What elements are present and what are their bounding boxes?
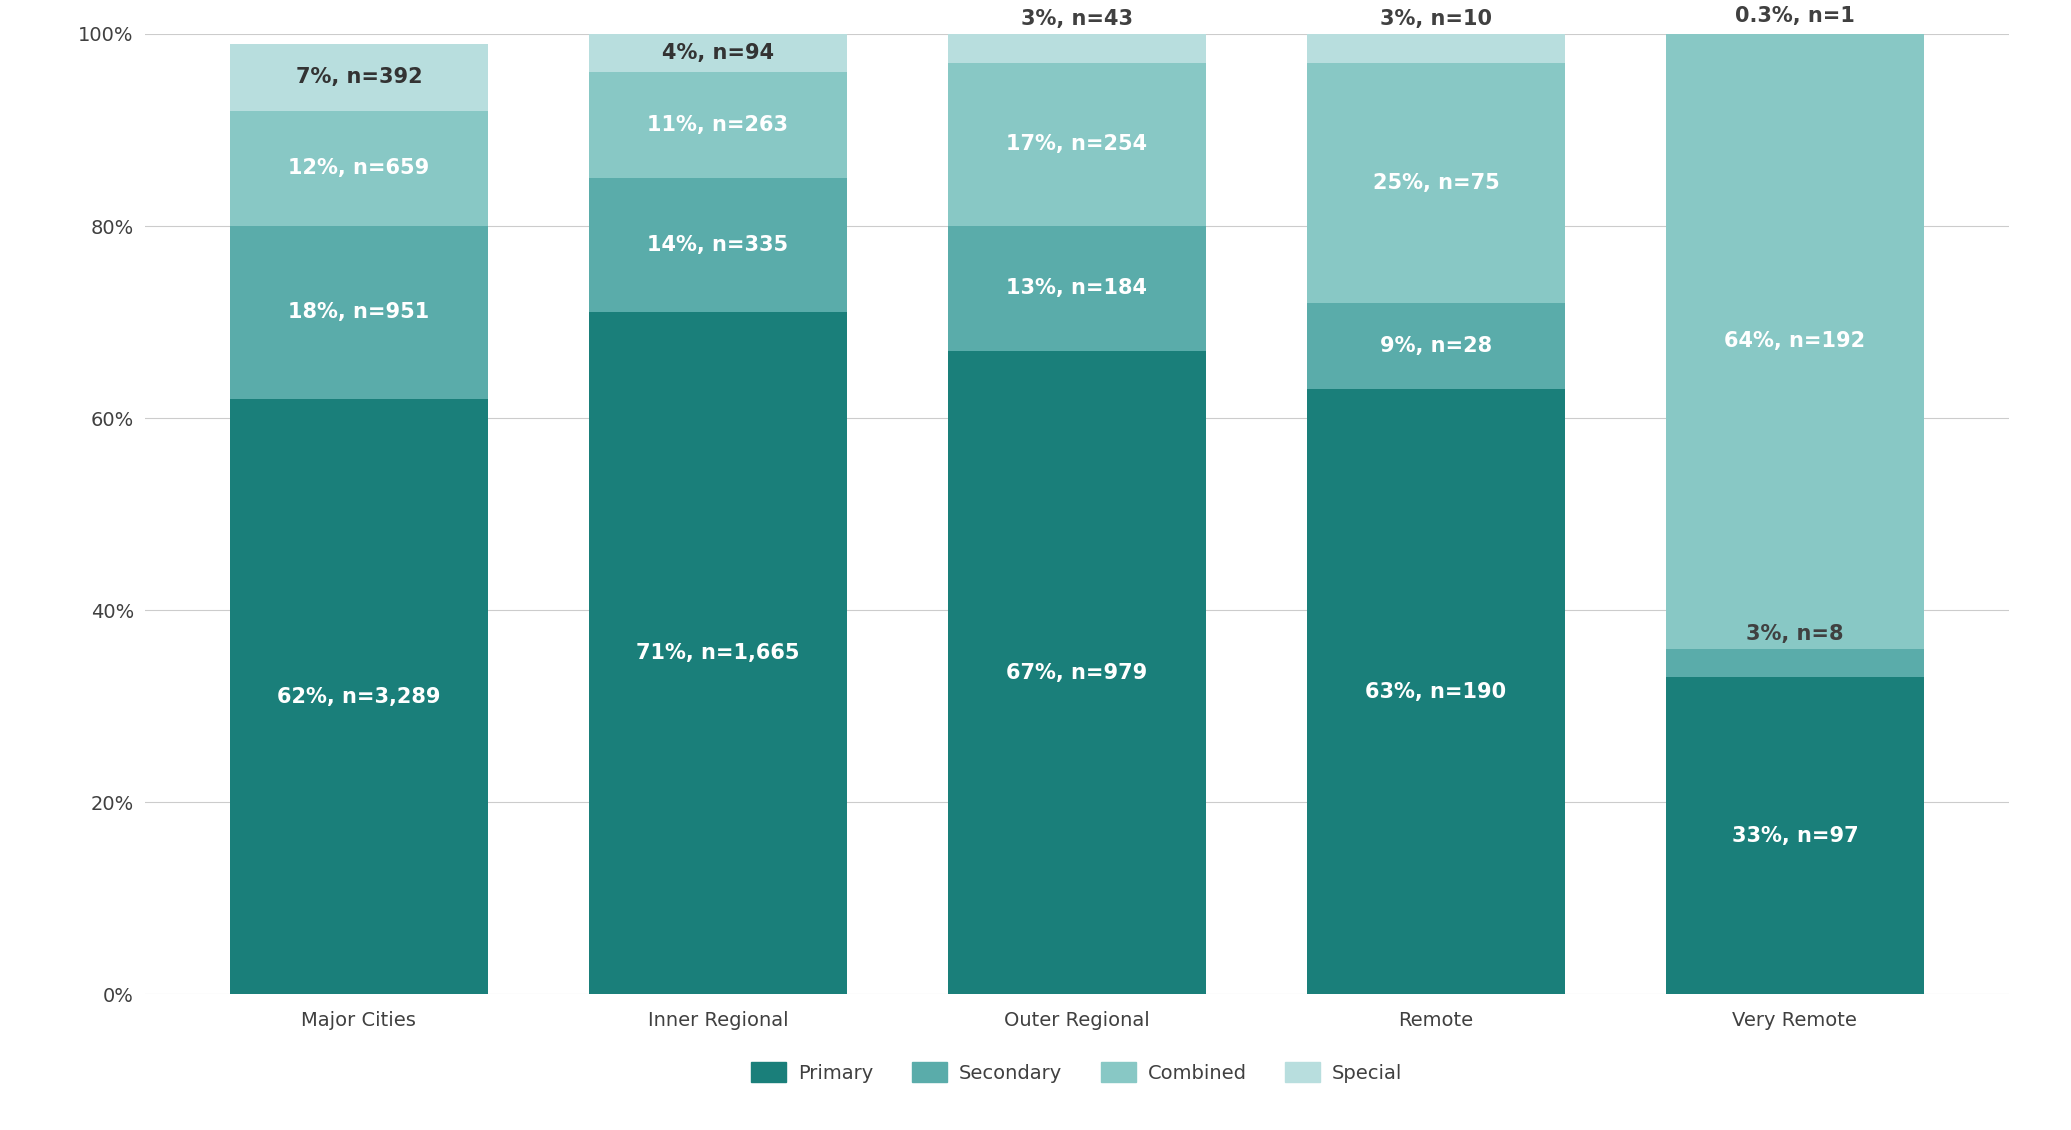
Bar xyxy=(1665,649,1924,678)
Text: 71%, n=1,665: 71%, n=1,665 xyxy=(636,643,799,663)
Bar xyxy=(1665,34,1924,649)
Text: 67%, n=979: 67%, n=979 xyxy=(1007,662,1147,683)
Text: 14%, n=335: 14%, n=335 xyxy=(648,235,789,255)
Bar xyxy=(1665,31,1924,34)
Bar xyxy=(230,44,489,111)
Bar xyxy=(1307,34,1566,63)
Text: 33%, n=97: 33%, n=97 xyxy=(1731,826,1858,846)
Text: 3%, n=8: 3%, n=8 xyxy=(1746,624,1843,644)
Text: 13%, n=184: 13%, n=184 xyxy=(1007,278,1147,298)
Text: 64%, n=192: 64%, n=192 xyxy=(1725,331,1866,351)
Text: 3%, n=10: 3%, n=10 xyxy=(1379,9,1491,29)
Bar xyxy=(230,399,489,994)
Text: 18%, n=951: 18%, n=951 xyxy=(288,303,429,322)
Bar xyxy=(949,34,1205,63)
Text: 4%, n=94: 4%, n=94 xyxy=(663,43,775,63)
Text: 12%, n=659: 12%, n=659 xyxy=(288,158,429,179)
Text: 17%, n=254: 17%, n=254 xyxy=(1007,134,1147,155)
Text: 0.3%, n=1: 0.3%, n=1 xyxy=(1735,7,1856,26)
Text: 25%, n=75: 25%, n=75 xyxy=(1373,173,1499,193)
Bar xyxy=(949,63,1205,226)
Bar xyxy=(230,111,489,226)
Text: 11%, n=263: 11%, n=263 xyxy=(648,115,789,136)
Text: 3%, n=43: 3%, n=43 xyxy=(1021,9,1133,29)
Bar xyxy=(588,72,847,179)
Bar xyxy=(1307,389,1566,994)
Legend: Primary, Secondary, Combined, Special: Primary, Secondary, Combined, Special xyxy=(743,1054,1410,1090)
Bar xyxy=(230,226,489,399)
Bar xyxy=(1665,678,1924,994)
Text: 62%, n=3,289: 62%, n=3,289 xyxy=(278,687,441,706)
Bar xyxy=(588,313,847,994)
Text: 9%, n=28: 9%, n=28 xyxy=(1379,336,1491,356)
Bar xyxy=(949,351,1205,994)
Text: 63%, n=190: 63%, n=190 xyxy=(1365,681,1506,702)
Bar xyxy=(1307,63,1566,303)
Bar xyxy=(588,34,847,72)
Bar xyxy=(588,179,847,313)
Text: 7%, n=392: 7%, n=392 xyxy=(296,67,422,87)
Bar xyxy=(1307,303,1566,389)
Bar xyxy=(949,226,1205,351)
